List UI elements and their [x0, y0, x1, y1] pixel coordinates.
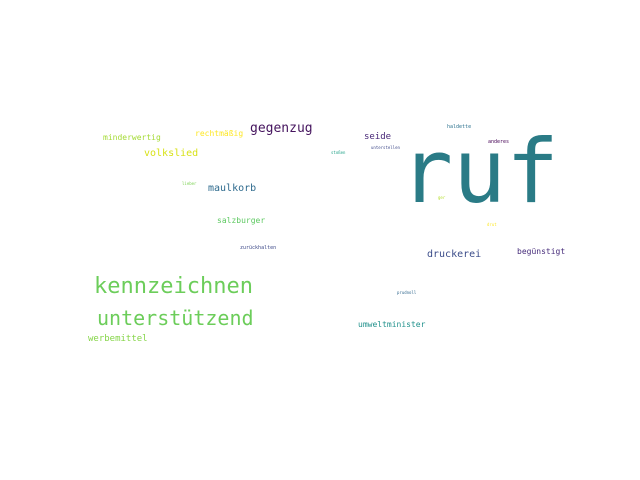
- word-drut: drut: [487, 222, 497, 227]
- word-stossen: stoßen: [331, 150, 346, 155]
- word-ger: ger: [438, 195, 446, 200]
- word-gegenzug: gegenzug: [250, 121, 313, 136]
- word-zurueckhalten: zurückhalten: [240, 245, 277, 251]
- word-salzburger: salzburger: [217, 216, 266, 225]
- word-volkslied: volkslied: [144, 148, 199, 159]
- word-druckerei: druckerei: [427, 249, 482, 260]
- word-umweltminister: umweltminister: [358, 320, 426, 329]
- word-maulkorb: maulkorb: [208, 183, 257, 194]
- word-ruf: ruf: [400, 120, 559, 223]
- word-anderes: anderes: [488, 139, 510, 145]
- word-unterstuetzend: unterstützend: [97, 306, 254, 330]
- word-unterstellen: unterstellen: [371, 145, 400, 150]
- word-lieber: lieber: [182, 181, 197, 186]
- word-beguenstigt: begünstigt: [517, 247, 566, 256]
- word-werbemittel: werbemittel: [88, 334, 148, 344]
- word-rechtmaessig: rechtmäßig: [195, 129, 244, 138]
- word-prudnoll: prudnoll: [397, 290, 417, 295]
- word-haldette: haldette: [447, 124, 472, 130]
- word-minderwertig: minderwertig: [103, 133, 161, 142]
- word-seide: seide: [364, 132, 392, 142]
- word-kennzeichnen: kennzeichnen: [94, 274, 253, 299]
